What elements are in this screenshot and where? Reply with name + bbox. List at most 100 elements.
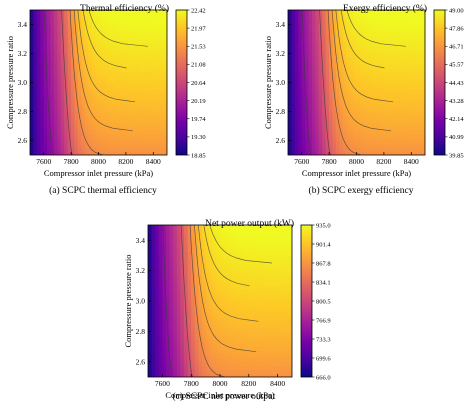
heatmap-cell [252, 251, 257, 256]
heatmap-cell [227, 312, 232, 317]
heatmap-cell [308, 86, 313, 91]
heatmap-cell [315, 42, 320, 47]
heatmap-cell [151, 342, 156, 348]
heatmap-cell [101, 151, 106, 155]
heatmap-cell [88, 133, 93, 138]
heatmap-cell [394, 35, 399, 40]
heatmap-cell [53, 53, 58, 58]
heatmap-cell [163, 82, 167, 87]
heatmap-cell [339, 136, 344, 142]
heatmap-cell [252, 304, 257, 310]
heatmap-cell [53, 126, 58, 131]
heatmap-cell [238, 285, 243, 291]
colorbar-tick-label: 47.86 [449, 25, 464, 32]
heatmap-cell [377, 42, 382, 47]
heatmap-cell [176, 301, 181, 306]
heatmap-cell [148, 247, 153, 253]
heatmap-cell [119, 68, 124, 73]
heatmap-cell [105, 28, 110, 33]
heatmap-cell [220, 350, 225, 355]
heatmap-cell [36, 144, 41, 149]
heatmap-cell [266, 320, 271, 325]
heatmap-cell [401, 64, 406, 69]
heatmap-cell [115, 46, 120, 51]
heatmap-cell [60, 57, 65, 62]
heatmap-cell [390, 129, 395, 134]
heatmap-cell [305, 31, 310, 36]
heatmap-cell [318, 68, 323, 73]
heatmap-cell [180, 297, 185, 302]
heatmap-cell [245, 232, 250, 237]
heatmap-cell [155, 316, 160, 321]
heatmap-cell [387, 78, 392, 84]
heatmap-cell [366, 104, 371, 109]
heatmap-cell [230, 342, 235, 348]
heatmap-cell [311, 46, 316, 51]
heatmap-cell [227, 263, 232, 268]
heatmap-cell [411, 111, 416, 116]
heatmap-cell [77, 53, 82, 58]
heatmap-cell [105, 24, 110, 29]
heatmap-cell [180, 308, 185, 313]
heatmap-cell [311, 89, 316, 94]
heatmap-cell [108, 71, 113, 76]
heatmap-cell [205, 255, 210, 260]
heatmap-cell [136, 97, 141, 102]
heatmap-cell [153, 75, 158, 80]
heatmap-cell [112, 78, 117, 84]
heatmap-cell [57, 151, 62, 155]
heatmap-cell [308, 82, 313, 87]
heatmap-cell [149, 97, 154, 102]
heatmap-cell [216, 361, 221, 367]
heatmap-cell [291, 140, 296, 145]
heatmap-cell [148, 270, 153, 275]
heatmap-cell [132, 86, 137, 91]
heatmap-cell [158, 354, 163, 359]
heatmap-cell [36, 133, 41, 138]
heatmap-cell [238, 320, 243, 325]
heatmap-cell [311, 126, 316, 131]
heatmap-cell [291, 49, 296, 55]
heatmap-cell [98, 97, 103, 102]
heatmap-cell [245, 282, 250, 287]
heatmap-cell [298, 140, 303, 145]
heatmap-cell [115, 97, 120, 102]
heatmap-cell [373, 118, 378, 123]
heatmap-cell [60, 140, 65, 145]
heatmap-cell [397, 64, 402, 69]
heatmap-cell [148, 365, 153, 370]
heatmap-cell [216, 278, 221, 283]
heatmap-cell [149, 100, 154, 105]
heatmap-cell [74, 68, 79, 73]
heatmap-cell [394, 31, 399, 36]
heatmap-cell [370, 42, 375, 47]
heatmap-cell [194, 304, 199, 310]
heatmap-cell [404, 71, 409, 76]
heatmap-cell [270, 259, 275, 264]
heatmap-cell [40, 57, 45, 62]
heatmap-cell [241, 228, 246, 234]
heatmap-cell [77, 46, 82, 51]
heatmap-cell [383, 28, 388, 33]
heatmap-cell [288, 111, 293, 116]
heatmap-cell [220, 259, 225, 264]
heatmap-cell [291, 17, 296, 22]
heatmap-cell [77, 49, 82, 55]
heatmap-cell [353, 10, 358, 15]
heatmap-cell [353, 144, 358, 149]
heatmap-cell [238, 244, 243, 249]
heatmap-cell [160, 151, 165, 155]
heatmap-cell [263, 289, 268, 294]
heatmap-cell [322, 42, 327, 47]
heatmap-cell [163, 104, 167, 109]
heatmap-cell [298, 133, 303, 138]
heatmap-cell [105, 111, 110, 116]
heatmap-cell [238, 373, 243, 377]
heatmap-cell [158, 278, 163, 283]
heatmap-cell [387, 133, 392, 138]
heatmap-cell [421, 147, 425, 152]
heatmap-cell [160, 68, 165, 73]
heatmap-cell [245, 369, 250, 374]
heatmap-cell [160, 104, 165, 109]
heatmap-cell [169, 259, 174, 264]
